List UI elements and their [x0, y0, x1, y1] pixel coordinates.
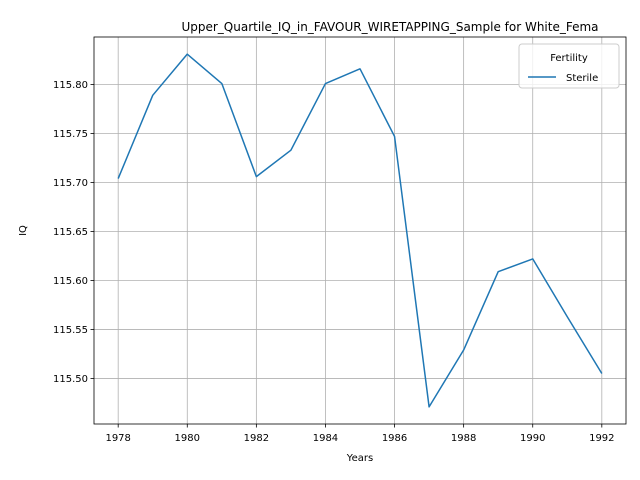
x-tick-label: 1986	[382, 433, 407, 444]
plot-frame	[93, 36, 627, 425]
y-tick-label: 115.80	[53, 80, 88, 91]
x-tick-label: 1984	[313, 433, 338, 444]
y-tick-label: 115.55	[53, 325, 88, 336]
series-line-sterile	[117, 53, 603, 408]
y-axis-ticks: 115.50 115.55 115.60 115.65 115.70 115.75 115.…	[53, 80, 94, 385]
x-tick-label: 1978	[105, 433, 130, 444]
chart-title: Upper_Quartile_IQ_in_FAVOUR_WIRETAPPING_…	[181, 20, 598, 34]
y-axis-label: IQ	[18, 225, 29, 236]
x-tick-label: 1988	[451, 433, 476, 444]
y-tick-label: 115.50	[53, 374, 88, 385]
y-tick-label: 115.60	[53, 276, 88, 287]
x-tick-label: 1990	[520, 433, 545, 444]
x-tick-label: 1980	[175, 433, 200, 444]
y-tick-label: 115.70	[53, 178, 88, 189]
legend: Fertility Sterile	[518, 43, 620, 89]
x-tick-label: 1982	[244, 433, 269, 444]
y-tick-label: 115.75	[53, 129, 88, 140]
legend-entry-sterile: Sterile	[566, 73, 598, 84]
legend-title: Fertility	[550, 53, 588, 64]
series-layer	[117, 53, 603, 408]
x-tick-label: 1992	[589, 433, 614, 444]
grid-lines	[94, 37, 626, 424]
y-tick-label: 115.65	[53, 227, 88, 238]
x-axis-label: Years	[346, 453, 373, 464]
x-axis-ticks: 1978 1980 1982 1984 1986 1988 1990 1992	[105, 424, 615, 444]
